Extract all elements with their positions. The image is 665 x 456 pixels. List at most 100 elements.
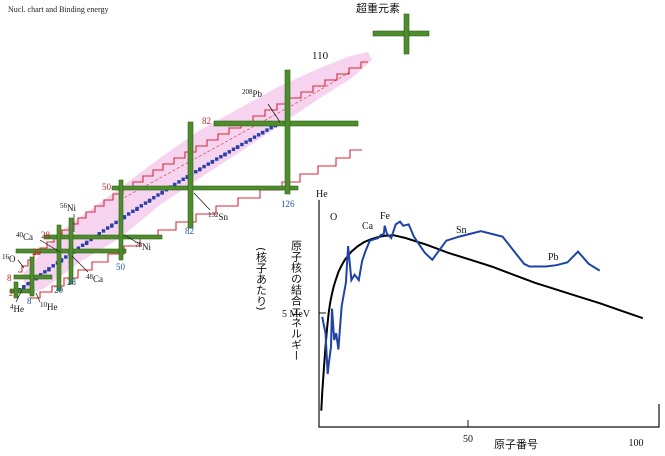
fit-curve bbox=[320, 234, 644, 411]
magic-bar-n82 bbox=[187, 121, 194, 229]
magic-n126-label: 126 bbox=[281, 199, 295, 209]
magic-z82-label: 82 bbox=[202, 116, 211, 126]
magic-z2-label: 2 bbox=[9, 289, 13, 298]
stable-nucleus bbox=[106, 226, 110, 230]
magic-n8-label: 8 bbox=[27, 296, 32, 306]
leader-lines bbox=[15, 103, 281, 303]
magic-bar-n126 bbox=[284, 69, 291, 195]
x-axis-label: 原子番号 bbox=[494, 438, 538, 451]
inner-red-line bbox=[119, 71, 351, 201]
stable-nucleus bbox=[152, 196, 156, 200]
stable-nucleus bbox=[156, 193, 160, 197]
stable-nucleus bbox=[85, 240, 89, 245]
stable-nucleus bbox=[80, 243, 85, 247]
magic-z50-label: 50 bbox=[102, 182, 112, 192]
stable-nucleus bbox=[22, 285, 26, 289]
stable-nucleus bbox=[64, 255, 68, 259]
magic-z20-label: 20 bbox=[32, 247, 42, 257]
superheavy-cross bbox=[372, 13, 430, 55]
magic-bar-n28 bbox=[68, 217, 74, 285]
annotation-o: O bbox=[330, 212, 337, 223]
stable-nucleus bbox=[143, 201, 148, 205]
page-title: Nucl. chart and Binding energy bbox=[8, 5, 109, 14]
stable-nucleus bbox=[26, 282, 30, 286]
stable-nucleus bbox=[269, 126, 273, 130]
magic-z8-label: 8 bbox=[7, 273, 12, 283]
magic-bar-n50 bbox=[118, 179, 124, 261]
magic-bar-z50 bbox=[111, 185, 299, 191]
superheavy-label: 超重元素 bbox=[356, 1, 400, 15]
stable-nucleus bbox=[185, 175, 190, 179]
nuclide-132sn: 132Sn bbox=[208, 211, 229, 222]
top-number-label: 110 bbox=[312, 50, 329, 62]
stable-nucleus bbox=[244, 140, 248, 144]
stable-nucleus bbox=[135, 206, 139, 211]
nuclide-10he: 10He bbox=[40, 301, 58, 312]
stable-nucleus bbox=[223, 152, 227, 156]
nuclide-4he: 4He bbox=[10, 303, 24, 314]
stable-nucleus bbox=[256, 133, 261, 137]
stable-nucleus bbox=[89, 237, 93, 242]
stable-nucleus bbox=[59, 258, 64, 262]
magic-n50-label: 50 bbox=[116, 262, 126, 272]
nuclear-chart: 2 8 20 28 50 82 8 20 28 50 82 126 110 4H… bbox=[2, 50, 372, 314]
stable-nucleus bbox=[101, 229, 106, 233]
magic-bars bbox=[9, 69, 359, 299]
stable-nucleus bbox=[148, 198, 152, 203]
annotation-ca: Ca bbox=[362, 221, 374, 232]
stable-nucleus bbox=[219, 155, 223, 159]
stable-nucleus bbox=[202, 164, 206, 169]
annotation-he: He bbox=[316, 189, 328, 200]
stable-nucleus bbox=[43, 270, 47, 274]
stable-nucleus bbox=[47, 267, 51, 271]
magic-n82-label: 82 bbox=[185, 226, 194, 236]
stable-nucleus bbox=[227, 150, 231, 154]
stable-nucleus bbox=[51, 264, 55, 268]
nuclide-48ca: 48Ca bbox=[86, 273, 103, 284]
stable-nucleus bbox=[194, 170, 198, 174]
stable-nucleus bbox=[110, 223, 114, 227]
stable-nucleus bbox=[97, 232, 101, 236]
magic-bar-n8 bbox=[29, 256, 35, 297]
stable-nucleus bbox=[206, 162, 210, 166]
x-tick-label-50: 50 bbox=[463, 434, 473, 445]
stable-nucleus bbox=[265, 128, 269, 132]
stable-nucleus bbox=[131, 209, 135, 213]
stable-nucleus bbox=[198, 167, 202, 171]
stable-nucleus bbox=[177, 180, 181, 184]
stable-nucleus bbox=[215, 157, 219, 161]
stable-nucleus bbox=[173, 182, 177, 187]
annotation-sn: Sn bbox=[456, 225, 467, 236]
y-tick-label: 5 MeV bbox=[282, 309, 311, 320]
stable-nucleus bbox=[236, 145, 240, 149]
nuclide-208pb: 208Pb bbox=[242, 88, 263, 99]
annotation-fe: Fe bbox=[380, 211, 391, 222]
magic-bar-n20 bbox=[56, 224, 62, 292]
stable-nucleus bbox=[76, 246, 81, 250]
stable-nucleus bbox=[261, 130, 265, 135]
x-tick-label-100: 100 bbox=[629, 438, 644, 449]
magic-bar-z28 bbox=[43, 234, 163, 240]
stable-nucleus bbox=[231, 147, 236, 151]
stable-nucleus bbox=[160, 190, 164, 195]
y-axis-label: 原子核の結合エネルギー bbox=[290, 240, 303, 361]
nuclide-78ni: 78Ni bbox=[135, 241, 151, 252]
stable-nucleus bbox=[127, 212, 131, 216]
stable-nucleus bbox=[210, 159, 215, 164]
y-axis-sublabel: (核子あたり) bbox=[255, 247, 268, 311]
stable-nucleus bbox=[139, 204, 143, 208]
magic-z28-label: 28 bbox=[41, 230, 51, 240]
magic-bar-n2 bbox=[13, 281, 19, 299]
nuclide-40ca: 40Ca bbox=[16, 231, 33, 242]
data-curve bbox=[321, 220, 601, 375]
nuclide-16o: 16O bbox=[2, 253, 16, 264]
magic-n28-label: 28 bbox=[67, 277, 77, 287]
magic-n20-label: 20 bbox=[54, 285, 64, 295]
stable-nucleus bbox=[248, 138, 252, 142]
stable-nucleus bbox=[114, 220, 118, 225]
nuclide-56ni: 56Ni bbox=[60, 202, 76, 213]
stable-nucleus bbox=[240, 142, 244, 147]
stable-nucleus bbox=[181, 177, 185, 181]
binding-energy-chart: 原子核の結合エネルギー (核子あたり) 5 MeV 50 100 原子番号 He… bbox=[255, 189, 660, 451]
